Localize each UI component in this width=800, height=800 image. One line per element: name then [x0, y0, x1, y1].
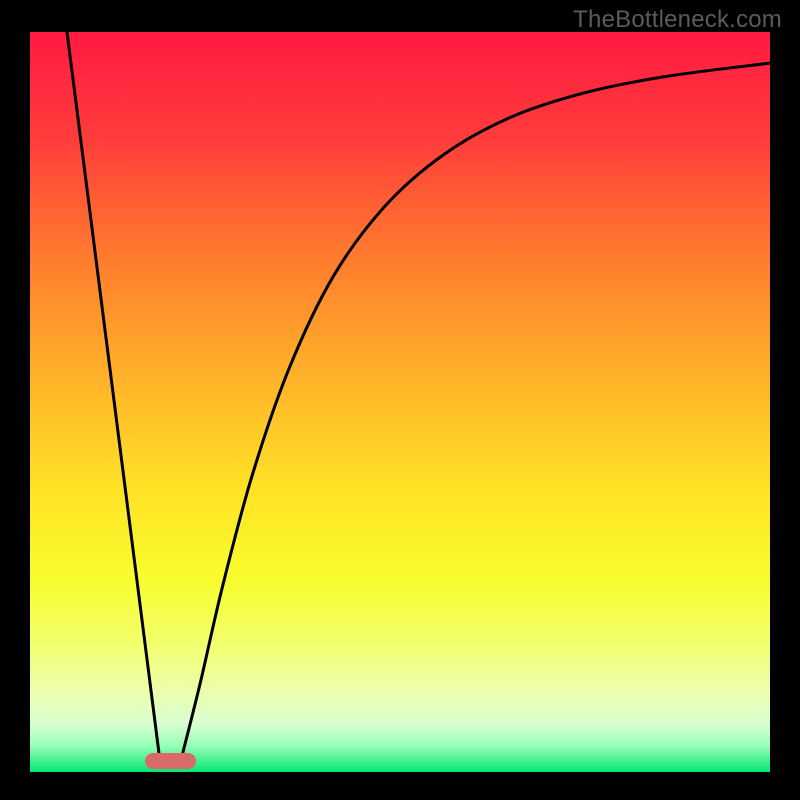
watermark-text: TheBottleneck.com [573, 6, 782, 34]
curve-left-branch [67, 32, 160, 757]
curve-right-branch [182, 63, 770, 757]
curve-layer [30, 32, 770, 772]
plot-area [30, 32, 770, 772]
chart-frame: TheBottleneck.com [0, 0, 800, 800]
optimal-marker [145, 753, 197, 769]
